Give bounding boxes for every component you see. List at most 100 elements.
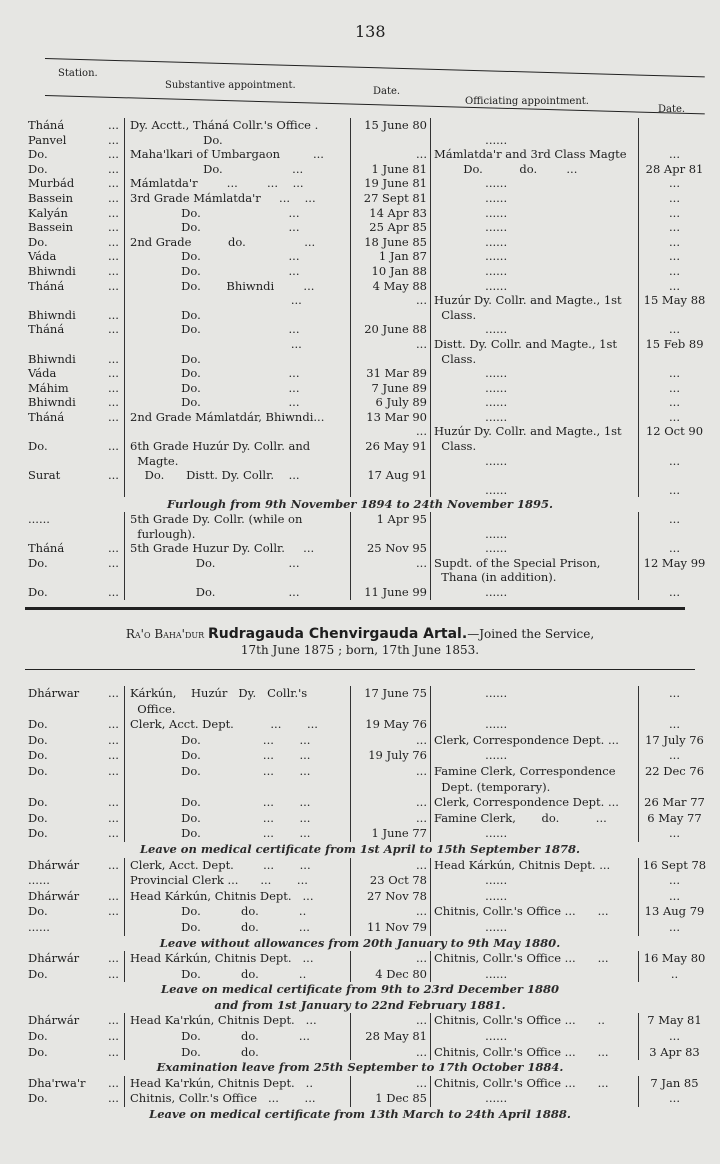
substantive-appointment: Do. ...: [124, 366, 350, 381]
leader-dots: ...: [108, 810, 119, 825]
leader-dots: ...: [108, 409, 119, 424]
table-row: Do.... 2nd Grade do. ... 18 June 85 ......…: [0, 234, 720, 250]
substantive-appointment: Mámlatda'r ... ... ...: [124, 176, 350, 191]
substantive-appointment: 5th Grade Huzur Dy. Collr. ...: [124, 541, 350, 556]
station-cell: Bhiwndi...: [28, 264, 123, 279]
appointment-date: 20 June 88: [350, 322, 430, 337]
officiating-appointment: ......: [430, 190, 638, 206]
officiating-appointment: ......: [430, 453, 638, 469]
officiating-appointment: Chitnis, Collr.'s Office ... ...: [430, 904, 638, 920]
table-row: Do.... Do. ... ... 19 July 76 .........: [0, 748, 720, 764]
officiating-appointment: ......: [430, 1091, 638, 1108]
station-name: Bassein: [28, 220, 74, 235]
leader-dots: ...: [108, 220, 119, 235]
station-cell: ......: [28, 512, 123, 527]
station-name: Váda: [28, 366, 57, 381]
table-row: Murbád... Mámlatda'r ... ... ... 19 June 8…: [0, 176, 720, 191]
substantive-appointment: Maha'lkari of Umbargaon ...: [124, 147, 350, 162]
leader-dots: ...: [108, 966, 119, 981]
officiating-date: ...: [638, 263, 710, 279]
station-cell: Panvel...: [28, 133, 123, 148]
table-row: Bhiwndi... Do. ... 6 July 89 .........: [0, 395, 720, 410]
leader-dots: ...: [108, 132, 119, 147]
appointment-date: 19 May 76: [350, 717, 430, 733]
appointment-date: 25 Nov 95: [350, 541, 430, 556]
appointment-date: 6 July 89: [350, 395, 430, 410]
service-table-1: Tháná... Dy. Acctt., Tháná Collr.'s Offic…: [0, 118, 720, 600]
appointment-date: 1 June 77: [350, 826, 430, 842]
station-name: Do.: [28, 1029, 48, 1044]
officiating-date: 26 Mar 77: [638, 795, 710, 811]
station-cell: Kalyán...: [28, 206, 123, 221]
leader-dots: ...: [108, 748, 119, 763]
officiating-date: 7 May 81: [638, 1013, 710, 1030]
officiating-date: [638, 132, 710, 148]
table-row: Surat... Do. Distt. Dy. Collr. ... 17 Aug…: [0, 468, 720, 483]
leader-dots: ...: [108, 263, 119, 278]
leader-dots: ...: [108, 249, 119, 264]
station-name: Bhiwndi: [28, 263, 76, 278]
station-name: Dhárwár: [28, 857, 80, 872]
substantive-appointment: Do. do. ..: [124, 904, 350, 920]
officiating-date: [638, 570, 710, 585]
station-cell: Máhim...: [28, 381, 123, 396]
officiating-date: 22 Dec 76: [638, 763, 710, 780]
officiating-appointment: Clerk, Correspondence Dept. ...: [430, 732, 638, 749]
station-cell: Bassein...: [28, 220, 123, 235]
substantive-appointment: Do.: [124, 132, 350, 148]
substantive-appointment: 5th Grade Dy. Collr. (while on: [124, 512, 350, 527]
station-cell: Dha'rwa'r...: [28, 1076, 123, 1092]
leader-dots: ...: [108, 1013, 119, 1028]
appointment-date: ...: [350, 1013, 430, 1030]
officiating-appointment: ......: [430, 409, 638, 425]
station-cell: [28, 780, 123, 796]
officiating-date: [638, 351, 710, 367]
substantive-appointment: Do. ...: [124, 205, 350, 221]
station-name: Do.: [28, 1091, 48, 1106]
station-name: Do.: [28, 826, 48, 841]
station-cell: Do....: [28, 811, 123, 827]
officiating-date: [638, 526, 710, 542]
station-cell: Tháná...: [28, 322, 123, 337]
station-name: Dhárwar: [28, 686, 80, 700]
appointment-date: 15 June 80: [350, 118, 430, 133]
officiating-date: ...: [638, 919, 710, 936]
officiating-appointment: [430, 512, 638, 527]
table-row: Dept. (temporary).: [0, 779, 720, 796]
officiating-date: ...: [638, 278, 710, 294]
substantive-appointment: Dy. Acctt., Tháná Collr.'s Office .: [124, 118, 350, 133]
service-table-2: Dhárwar... Kárkún, Huzúr Dy. Collr.'s 17 J…: [0, 686, 720, 1123]
station-name: Murbád: [28, 176, 75, 191]
substantive-appointment: Do. ... ...: [124, 810, 350, 827]
officer-heading: Ra'o Baha'dur Rudragauda Chenvirgauda Ar…: [0, 626, 720, 658]
table-row: Kalyán... Do. ... 14 Apr 83 .........: [0, 205, 720, 221]
officiating-appointment: ......: [430, 717, 638, 733]
station-cell: Váda...: [28, 366, 123, 381]
officiating-date: ...: [638, 380, 710, 396]
substantive-appointment: Head Ka'rkún, Chitnis Dept. ..: [124, 1075, 350, 1092]
officer-dates: 17th June 1875 ; born, 17th June 1853.: [240, 643, 480, 657]
officiating-appointment: Huzúr Dy. Collr. and Magte., 1st: [430, 293, 638, 308]
header-date: Date.: [373, 86, 401, 97]
leader-dots: ...: [108, 763, 119, 778]
table-row: Do.... Do. ... 1 June 81 Do. do. ... 28 Ap…: [0, 161, 720, 177]
station-cell: Surat...: [28, 468, 123, 483]
table-row: Dhárwár... Head Kárkún, Chitnis Dept. ...…: [0, 951, 720, 967]
station-name: ......: [28, 919, 50, 934]
station-name: Dhárwár: [28, 888, 80, 903]
officiating-appointment: [430, 701, 638, 718]
station-name: Do.: [28, 966, 48, 981]
officiating-date: ...: [638, 453, 710, 469]
officiating-date: 17 July 76: [638, 732, 710, 749]
substantive-appointment: 6th Grade Huzúr Dy. Collr. and: [124, 439, 350, 454]
appointment-date: ...: [350, 732, 430, 749]
leader-dots: ...: [108, 1044, 119, 1059]
officiating-appointment: Chitnis, Collr.'s Office ... ...: [430, 1075, 638, 1092]
leader-dots: ...: [108, 541, 119, 556]
leave-note: Furlough from 9th November 1894 to 24th …: [167, 497, 553, 512]
header-officiating: Officiating appointment.: [465, 96, 589, 107]
officer-joined: —Joined the Service,: [467, 627, 595, 641]
officiating-appointment: Class.: [430, 307, 638, 323]
station-name: Do.: [28, 585, 48, 599]
station-name: Tháná: [28, 278, 65, 293]
